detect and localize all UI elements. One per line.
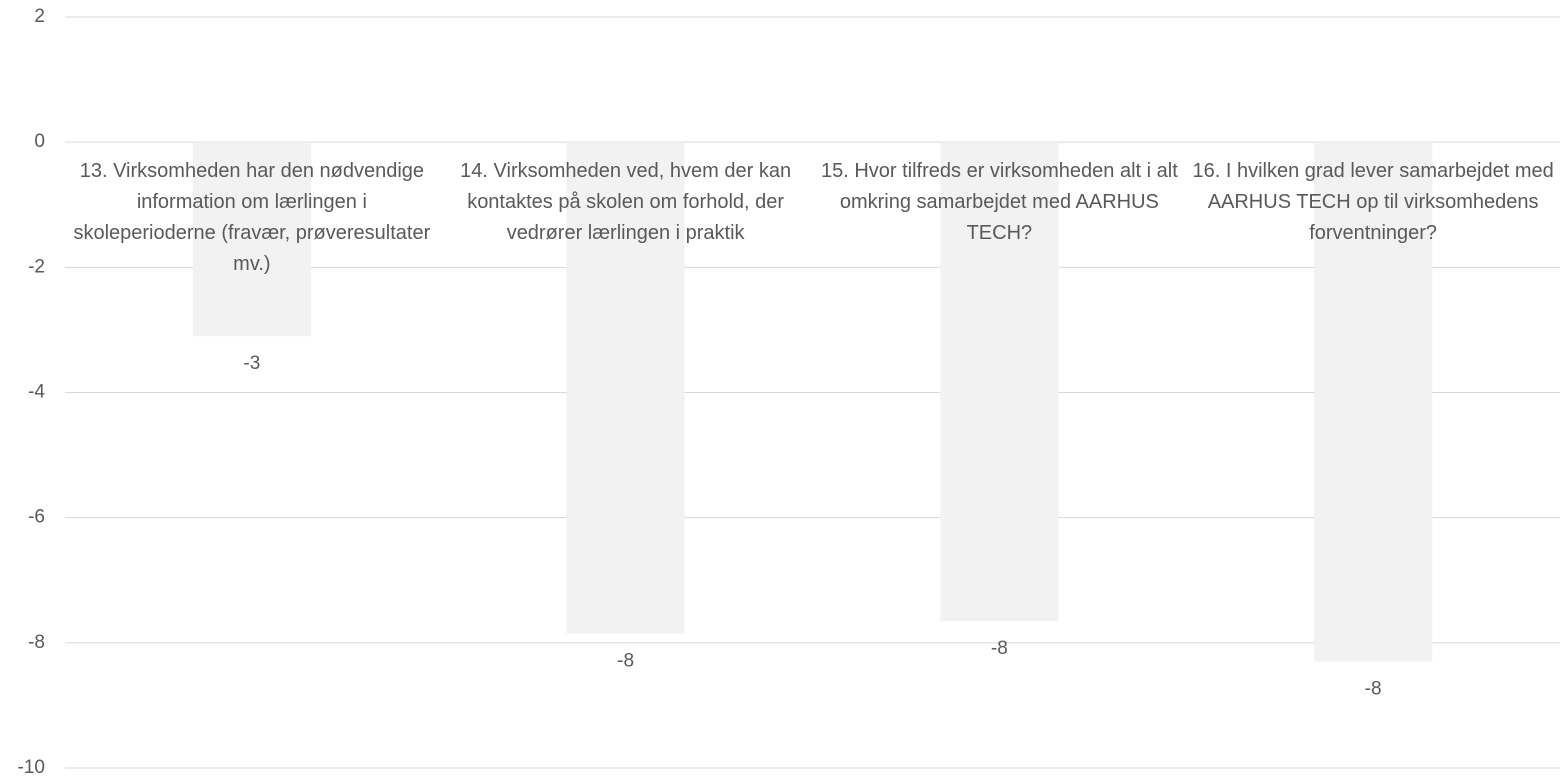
y-tick-label: -8 xyxy=(28,632,45,653)
data-label: -3 xyxy=(243,353,260,374)
x-tick-label: 14. Virksomheden ved, hvem der kan konta… xyxy=(460,160,792,245)
bar xyxy=(1314,142,1433,662)
y-tick-label: 2 xyxy=(34,6,45,27)
data-label: -8 xyxy=(1365,679,1382,700)
bar xyxy=(566,142,685,634)
y-tick-label: -6 xyxy=(28,507,45,528)
y-tick-label: -10 xyxy=(18,757,45,777)
data-label: -8 xyxy=(991,638,1008,659)
x-tick-label: 16. I hvilken grad lever samarbejdet med… xyxy=(1192,160,1554,245)
bar xyxy=(192,142,311,337)
x-tick-label: 15. Hvor tilfreds er virksomheden alt i … xyxy=(820,160,1178,245)
bar xyxy=(940,142,1059,621)
data-label: -8 xyxy=(617,650,634,671)
x-tick-label: 13. Virksomheden har den nødvendige info… xyxy=(73,160,431,276)
y-tick-label: -2 xyxy=(28,256,45,277)
y-tick-label: 0 xyxy=(34,131,45,152)
y-tick-label: -4 xyxy=(28,382,45,403)
